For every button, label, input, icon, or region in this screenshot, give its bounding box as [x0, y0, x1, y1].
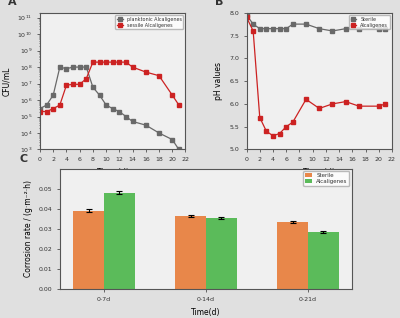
- sessile Alcaligenes: [124, 60, 128, 64]
- sessile Alcaligenes: [157, 74, 162, 78]
- Alcaligenes: [356, 104, 361, 108]
- planktonic Alcaligenes: [38, 107, 42, 111]
- sessile Alcaligenes: [44, 110, 49, 114]
- sessile Alcaligenes: [38, 110, 42, 114]
- sessile Alcaligenes: [170, 93, 175, 97]
- Y-axis label: CFU/mL: CFU/mL: [2, 66, 12, 96]
- Alcaligenes: [251, 29, 256, 33]
- Legend: planktonic Alcaligenes, sessile Alcaligenes: planktonic Alcaligenes, sessile Alcalige…: [115, 15, 183, 29]
- sessile Alcaligenes: [71, 82, 76, 86]
- Sterile: [244, 13, 249, 17]
- planktonic Alcaligenes: [104, 103, 108, 107]
- sessile Alcaligenes: [117, 60, 122, 64]
- Sterile: [317, 27, 322, 31]
- Bar: [104, 193, 134, 289]
- Alcaligenes: [284, 125, 289, 128]
- planktonic Alcaligenes: [97, 93, 102, 97]
- planktonic Alcaligenes: [157, 131, 162, 135]
- planktonic Alcaligenes: [176, 148, 181, 151]
- Y-axis label: pH values: pH values: [214, 62, 224, 100]
- Alcaligenes: [270, 134, 275, 138]
- Line: Sterile: Sterile: [245, 13, 387, 33]
- Sterile: [251, 22, 256, 26]
- Sterile: [257, 27, 262, 31]
- Alcaligenes: [330, 102, 335, 106]
- Sterile: [270, 27, 275, 31]
- Alcaligenes: [290, 120, 295, 124]
- Legend: Sterile, Alcaligenes: Sterile, Alcaligenes: [304, 171, 349, 186]
- sessile Alcaligenes: [58, 103, 62, 107]
- sessile Alcaligenes: [97, 60, 102, 64]
- Sterile: [383, 27, 388, 31]
- Sterile: [356, 27, 361, 31]
- Sterile: [264, 27, 269, 31]
- planktonic Alcaligenes: [51, 93, 56, 97]
- planktonic Alcaligenes: [71, 65, 76, 69]
- Sterile: [330, 29, 335, 33]
- Y-axis label: Corrosion rate / (g·m⁻²·h): Corrosion rate / (g·m⁻²·h): [24, 180, 33, 278]
- Text: A: A: [8, 0, 17, 7]
- Alcaligenes: [264, 129, 269, 133]
- Line: sessile Alcaligenes: sessile Alcaligenes: [38, 60, 180, 113]
- Bar: [278, 222, 308, 289]
- Alcaligenes: [244, 15, 249, 19]
- sessile Alcaligenes: [130, 65, 135, 69]
- planktonic Alcaligenes: [143, 123, 148, 127]
- Line: planktonic Alcaligenes: planktonic Alcaligenes: [38, 66, 180, 151]
- Sterile: [376, 27, 381, 31]
- planktonic Alcaligenes: [117, 110, 122, 114]
- X-axis label: Time(d): Time(d): [191, 308, 221, 317]
- sessile Alcaligenes: [176, 103, 181, 107]
- sessile Alcaligenes: [104, 60, 108, 64]
- Bar: [206, 218, 237, 289]
- planktonic Alcaligenes: [44, 103, 49, 107]
- Sterile: [343, 27, 348, 31]
- Alcaligenes: [304, 97, 308, 101]
- planktonic Alcaligenes: [130, 120, 135, 123]
- planktonic Alcaligenes: [90, 85, 95, 89]
- Line: Alcaligenes: Alcaligenes: [245, 16, 387, 137]
- sessile Alcaligenes: [110, 60, 115, 64]
- sessile Alcaligenes: [84, 77, 89, 80]
- Alcaligenes: [277, 132, 282, 135]
- Alcaligenes: [343, 100, 348, 103]
- planktonic Alcaligenes: [124, 114, 128, 118]
- planktonic Alcaligenes: [170, 138, 175, 142]
- Legend: Sterile, Alcaligenes: Sterile, Alcaligenes: [349, 15, 390, 29]
- sessile Alcaligenes: [51, 107, 56, 111]
- Sterile: [304, 22, 308, 26]
- Sterile: [290, 22, 295, 26]
- sessile Alcaligenes: [143, 70, 148, 74]
- Sterile: [284, 27, 289, 31]
- planktonic Alcaligenes: [110, 107, 115, 111]
- Alcaligenes: [376, 104, 381, 108]
- Alcaligenes: [317, 107, 322, 110]
- X-axis label: Time (d): Time (d): [97, 168, 129, 177]
- planktonic Alcaligenes: [77, 65, 82, 69]
- Bar: [175, 216, 206, 289]
- Text: C: C: [19, 154, 27, 164]
- Bar: [73, 211, 104, 289]
- Alcaligenes: [257, 116, 262, 120]
- Alcaligenes: [383, 102, 388, 106]
- Sterile: [277, 27, 282, 31]
- planktonic Alcaligenes: [64, 67, 69, 71]
- sessile Alcaligenes: [90, 60, 95, 64]
- sessile Alcaligenes: [64, 83, 69, 87]
- planktonic Alcaligenes: [84, 65, 89, 69]
- sessile Alcaligenes: [77, 82, 82, 86]
- planktonic Alcaligenes: [58, 65, 62, 69]
- Text: B: B: [214, 0, 223, 7]
- Bar: [308, 232, 339, 289]
- X-axis label: Time (d): Time (d): [303, 168, 335, 177]
